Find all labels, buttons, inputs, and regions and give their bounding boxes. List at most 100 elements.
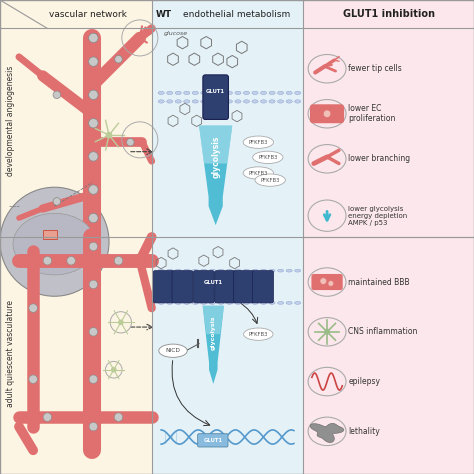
Ellipse shape	[201, 269, 207, 272]
Text: fewer tip cells: fewer tip cells	[348, 64, 402, 73]
Text: maintained BBB: maintained BBB	[348, 278, 410, 286]
Ellipse shape	[269, 269, 275, 272]
Ellipse shape	[278, 269, 284, 272]
Ellipse shape	[252, 301, 258, 304]
Ellipse shape	[158, 269, 164, 272]
Ellipse shape	[158, 301, 164, 304]
Circle shape	[118, 319, 124, 325]
Circle shape	[89, 422, 98, 431]
Polygon shape	[0, 0, 152, 237]
Circle shape	[0, 187, 109, 296]
FancyBboxPatch shape	[311, 274, 343, 290]
Ellipse shape	[243, 136, 273, 148]
Ellipse shape	[227, 301, 233, 304]
Ellipse shape	[227, 269, 233, 272]
Ellipse shape	[159, 344, 187, 357]
Ellipse shape	[286, 269, 292, 272]
Text: vascular network: vascular network	[49, 10, 127, 18]
Text: CNS inflammation: CNS inflammation	[348, 328, 418, 336]
Ellipse shape	[286, 301, 292, 304]
Polygon shape	[0, 237, 152, 474]
Ellipse shape	[175, 269, 181, 272]
Text: PFKFB3: PFKFB3	[258, 155, 277, 160]
Circle shape	[114, 413, 123, 421]
Ellipse shape	[210, 301, 216, 304]
Ellipse shape	[201, 100, 207, 103]
Ellipse shape	[192, 100, 199, 103]
Ellipse shape	[244, 328, 273, 340]
Circle shape	[89, 375, 98, 383]
Text: glycolysis: glycolysis	[211, 135, 220, 178]
Ellipse shape	[13, 213, 96, 275]
Ellipse shape	[210, 100, 216, 103]
Circle shape	[328, 281, 334, 286]
Ellipse shape	[295, 91, 301, 95]
Circle shape	[89, 118, 98, 128]
Ellipse shape	[261, 301, 267, 304]
Ellipse shape	[286, 91, 292, 95]
Ellipse shape	[210, 269, 216, 272]
Text: PFKFB3: PFKFB3	[249, 171, 268, 175]
Ellipse shape	[244, 301, 250, 304]
Ellipse shape	[210, 91, 216, 95]
Text: GLUT1: GLUT1	[204, 280, 223, 284]
FancyBboxPatch shape	[198, 434, 228, 447]
Ellipse shape	[269, 91, 275, 95]
Ellipse shape	[167, 269, 173, 272]
Circle shape	[111, 367, 117, 373]
Text: lower glycolysis
energy depletion
AMPK / p53: lower glycolysis energy depletion AMPK /…	[348, 206, 408, 226]
Ellipse shape	[235, 100, 241, 103]
Circle shape	[43, 256, 52, 265]
FancyBboxPatch shape	[172, 271, 193, 303]
Text: GLUT1 inhibition: GLUT1 inhibition	[343, 9, 435, 19]
Ellipse shape	[201, 91, 207, 95]
Ellipse shape	[201, 301, 207, 304]
Ellipse shape	[175, 91, 181, 95]
Polygon shape	[152, 0, 303, 237]
Circle shape	[89, 152, 98, 161]
Circle shape	[53, 198, 61, 205]
Polygon shape	[152, 237, 303, 474]
Ellipse shape	[167, 100, 173, 103]
Text: PFKFB3: PFKFB3	[249, 140, 268, 145]
Text: epilepsy: epilepsy	[348, 377, 381, 386]
Ellipse shape	[252, 91, 258, 95]
Ellipse shape	[278, 100, 284, 103]
FancyBboxPatch shape	[234, 271, 255, 303]
FancyBboxPatch shape	[253, 271, 273, 303]
Ellipse shape	[218, 100, 224, 103]
Ellipse shape	[235, 301, 241, 304]
Ellipse shape	[253, 151, 283, 164]
Text: PFKFB3: PFKFB3	[249, 332, 268, 337]
Ellipse shape	[218, 91, 224, 95]
Circle shape	[320, 278, 327, 284]
Circle shape	[89, 33, 98, 43]
Circle shape	[89, 280, 98, 289]
Ellipse shape	[184, 301, 190, 304]
Ellipse shape	[261, 269, 267, 272]
Polygon shape	[202, 306, 224, 334]
Ellipse shape	[175, 301, 181, 304]
Text: adult quiescent vasculature: adult quiescent vasculature	[6, 300, 15, 407]
Ellipse shape	[158, 100, 164, 103]
Ellipse shape	[184, 91, 190, 95]
Circle shape	[89, 242, 98, 251]
Ellipse shape	[269, 301, 275, 304]
Ellipse shape	[255, 174, 285, 186]
Ellipse shape	[192, 269, 199, 272]
Circle shape	[67, 256, 75, 265]
FancyBboxPatch shape	[43, 230, 57, 239]
Ellipse shape	[244, 269, 250, 272]
Polygon shape	[303, 0, 474, 237]
Polygon shape	[199, 126, 232, 164]
Ellipse shape	[252, 269, 258, 272]
Text: WT: WT	[155, 10, 172, 18]
Circle shape	[89, 57, 98, 66]
Ellipse shape	[192, 91, 199, 95]
Polygon shape	[199, 126, 232, 225]
Ellipse shape	[175, 100, 181, 103]
Text: GLUT1: GLUT1	[206, 89, 225, 94]
Ellipse shape	[218, 269, 224, 272]
Ellipse shape	[261, 91, 267, 95]
Circle shape	[127, 138, 134, 146]
